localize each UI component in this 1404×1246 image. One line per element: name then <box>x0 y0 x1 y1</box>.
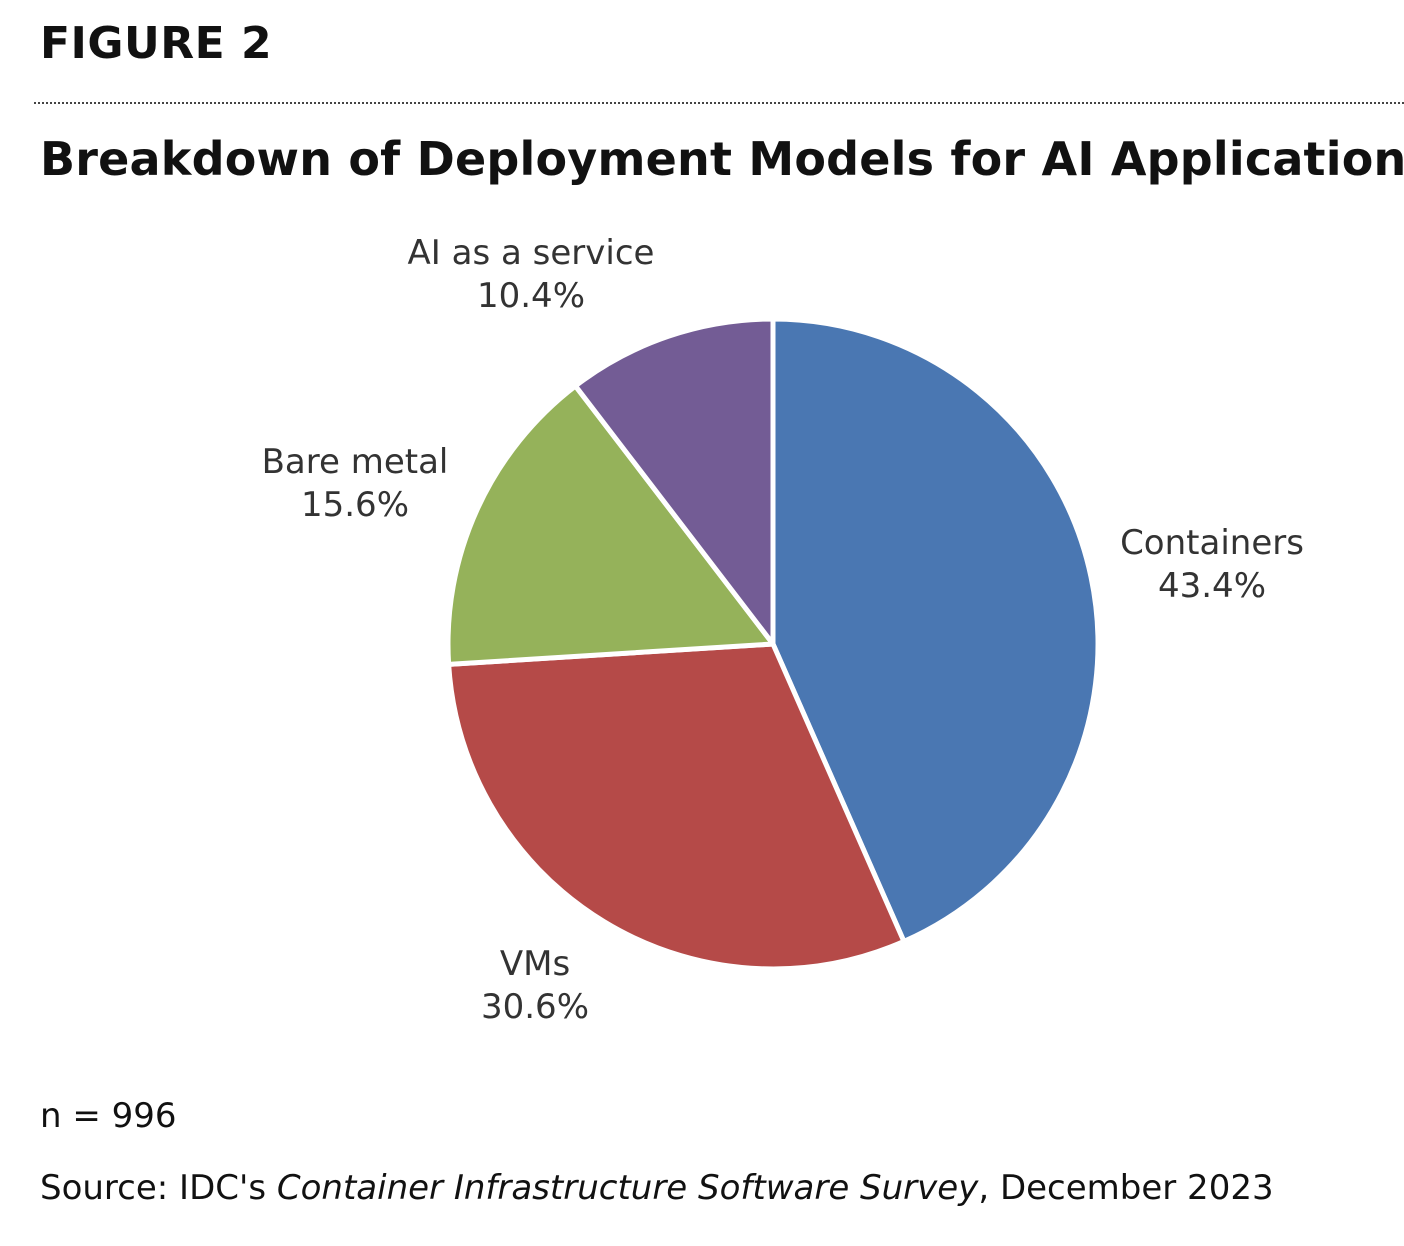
pie-slice-bare-metal <box>445 383 776 667</box>
slice-label-bare-metal: Bare metal <box>262 442 449 482</box>
slice-value-containers: 43.4% <box>1158 566 1266 606</box>
pie-slice-vms <box>446 641 907 972</box>
sample-size: n = 996 <box>40 1096 177 1136</box>
slice-value-vms: 30.6% <box>481 987 589 1027</box>
slice-value-ai-as-a-service: 10.4% <box>477 276 585 316</box>
slice-label-vms: VMs <box>500 944 570 984</box>
dotted-divider <box>34 102 1404 104</box>
source-suffix: , December 2023 <box>978 1168 1274 1208</box>
slice-label-containers: Containers <box>1120 523 1304 563</box>
pie-slice-containers <box>770 316 1101 944</box>
pie-slice-ai-as-a-service <box>572 316 776 647</box>
source-prefix: Source: IDC's <box>40 1168 277 1208</box>
source-title: Container Infrastructure Software Survey <box>276 1168 979 1208</box>
source-note: Source: IDC's Container Infrastructure S… <box>40 1168 1274 1208</box>
slice-label-ai-as-a-service: AI as a service <box>408 233 655 273</box>
chart-title: Breakdown of Deployment Models for AI Ap… <box>40 132 1404 186</box>
slice-value-bare-metal: 15.6% <box>301 485 409 525</box>
figure-label: FIGURE 2 <box>40 18 273 69</box>
